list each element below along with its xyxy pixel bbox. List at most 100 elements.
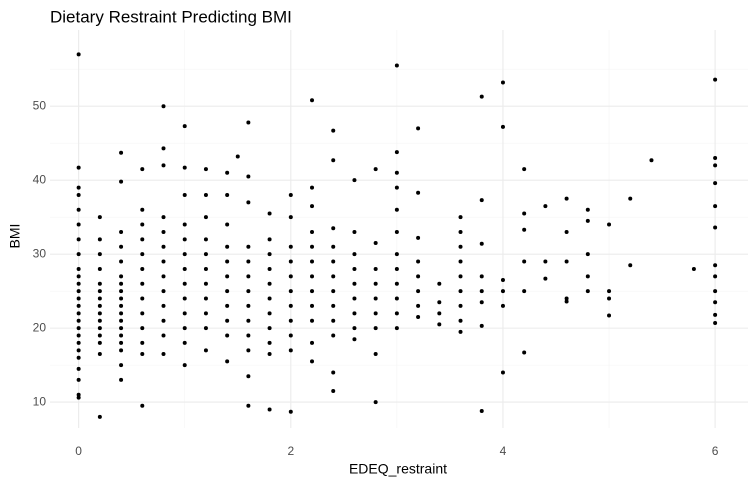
point: [161, 318, 166, 323]
point: [97, 311, 102, 316]
point: [97, 289, 102, 294]
point: [522, 227, 527, 232]
point: [288, 409, 293, 414]
point: [394, 150, 399, 155]
point: [119, 229, 124, 234]
point: [607, 289, 612, 294]
point: [373, 296, 378, 301]
point: [310, 274, 315, 279]
y-tick-label: 50: [33, 98, 47, 112]
point: [543, 204, 548, 209]
point: [140, 266, 145, 271]
point: [97, 252, 102, 257]
point: [76, 303, 81, 308]
point: [182, 252, 187, 257]
point: [394, 311, 399, 316]
point: [182, 296, 187, 301]
point: [140, 296, 145, 301]
point: [500, 80, 505, 85]
point: [203, 281, 208, 286]
point: [140, 252, 145, 257]
point: [585, 218, 590, 223]
point: [288, 244, 293, 249]
point: [331, 158, 336, 163]
point: [119, 179, 124, 184]
point: [564, 299, 569, 304]
point: [310, 244, 315, 249]
point: [246, 200, 251, 205]
point: [585, 289, 590, 294]
point: [543, 259, 548, 264]
point: [522, 259, 527, 264]
point: [267, 340, 272, 345]
point: [628, 263, 633, 268]
point: [713, 263, 718, 268]
point: [267, 326, 272, 331]
point: [140, 326, 145, 331]
point: [288, 303, 293, 308]
point: [713, 274, 718, 279]
point: [203, 266, 208, 271]
point: [267, 237, 272, 242]
point: [267, 352, 272, 357]
point: [97, 333, 102, 338]
point: [607, 296, 612, 301]
point: [310, 340, 315, 345]
point: [394, 207, 399, 212]
point: [76, 266, 81, 271]
point: [246, 403, 251, 408]
point: [225, 318, 230, 323]
point: [267, 266, 272, 271]
point: [140, 403, 145, 408]
point: [585, 274, 590, 279]
point: [246, 348, 251, 353]
point: [76, 395, 81, 400]
point: [97, 237, 102, 242]
point: [246, 333, 251, 338]
point: [713, 289, 718, 294]
point: [310, 259, 315, 264]
point: [76, 252, 81, 257]
point: [246, 303, 251, 308]
point: [288, 215, 293, 220]
point: [394, 185, 399, 190]
point: [76, 333, 81, 338]
point: [119, 348, 124, 353]
point: [76, 377, 81, 382]
point: [352, 326, 357, 331]
point: [97, 266, 102, 271]
point: [607, 313, 612, 318]
point: [288, 289, 293, 294]
point: [119, 311, 124, 316]
point: [479, 408, 484, 413]
point: [288, 318, 293, 323]
point: [225, 259, 230, 264]
point: [585, 252, 590, 257]
point: [182, 363, 187, 368]
x-tick-label: 0: [75, 444, 82, 458]
point: [331, 370, 336, 375]
point: [479, 300, 484, 305]
point: [331, 128, 336, 133]
point: [713, 163, 718, 168]
point: [246, 274, 251, 279]
point: [119, 296, 124, 301]
point: [267, 252, 272, 257]
point: [267, 211, 272, 216]
point: [161, 303, 166, 308]
point: [140, 237, 145, 242]
point: [161, 146, 166, 151]
point: [713, 312, 718, 317]
point: [713, 155, 718, 160]
point: [97, 215, 102, 220]
point: [310, 229, 315, 234]
point: [713, 77, 718, 82]
point: [203, 167, 208, 172]
point: [182, 266, 187, 271]
point: [331, 226, 336, 231]
point: [182, 124, 187, 129]
point: [691, 266, 696, 271]
point: [479, 323, 484, 328]
